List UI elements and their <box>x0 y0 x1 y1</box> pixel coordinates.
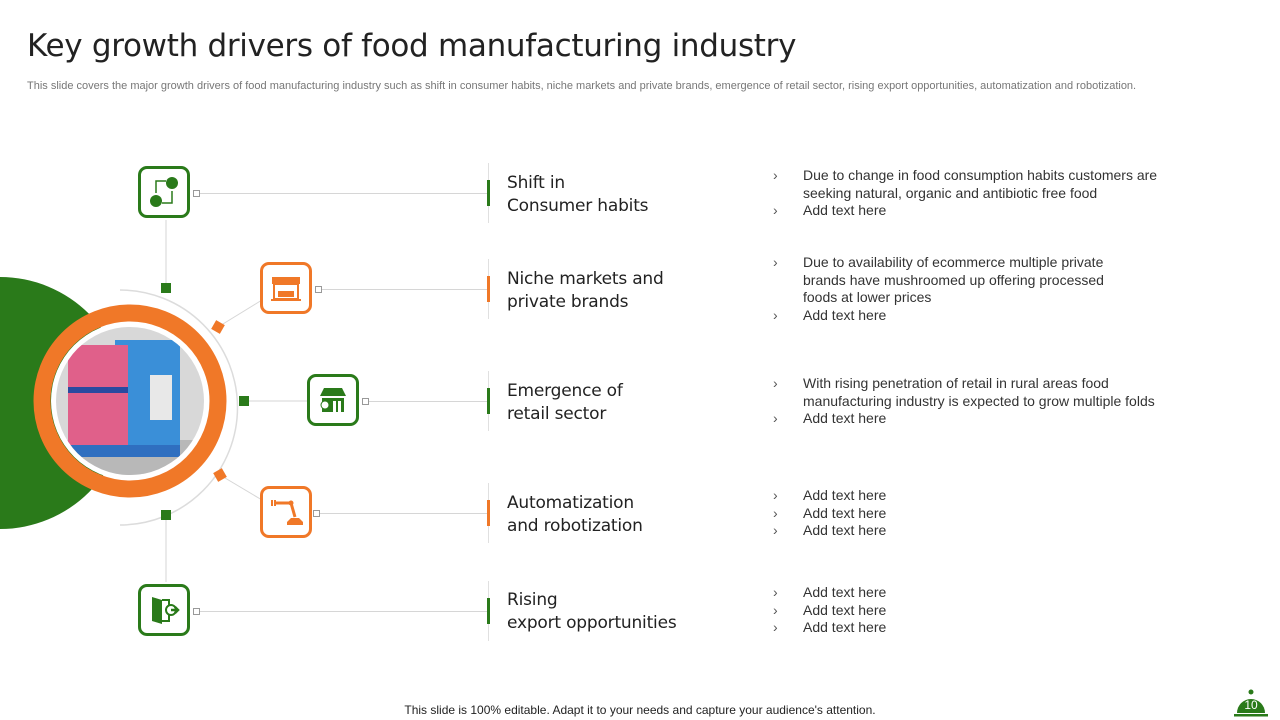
page-subtitle: This slide covers the major growth drive… <box>27 80 1137 92</box>
list-item: › Add text here <box>773 410 887 426</box>
bullet-list-2: › Due to availability of ecommerce multip… <box>773 254 1133 324</box>
list-item: › Add text here <box>773 584 887 600</box>
list-item: › Add text here <box>773 619 887 635</box>
page-title: Key growth drivers of food manufacturing… <box>27 28 797 64</box>
bullet-list-1: › Due to change in food consumption habit… <box>773 167 1173 220</box>
list-item: › Add text here <box>773 522 887 538</box>
orange-ring <box>33 304 227 498</box>
connector-dot <box>161 283 171 293</box>
robot-arm-icon <box>271 500 303 525</box>
retail-store-icon <box>320 388 346 412</box>
cloche-icon <box>1234 689 1268 717</box>
driver-icon-box-1 <box>138 166 190 218</box>
list-item: › Add text here <box>773 487 887 503</box>
list-item: › Add text here <box>773 601 887 618</box>
list-item: › Add text here <box>773 504 887 521</box>
storefront-icon <box>271 277 301 301</box>
bullet-list-5: › Add text here › Add text here › Add text … <box>773 584 1193 637</box>
connector-dot <box>161 510 171 520</box>
driver-label-3: Emergence of retail sector <box>507 381 623 424</box>
connector-dot <box>213 468 227 482</box>
page-number-badge: 10 <box>1233 688 1269 718</box>
driver-label-2: Niche markets and private brands <box>507 269 664 312</box>
connector-dot <box>239 396 249 406</box>
driver-icon-box-5 <box>138 584 190 636</box>
list-item: › Add text here <box>773 306 887 323</box>
list-item: › Due to availability of ecommerce multip… <box>773 254 1104 305</box>
driver-icon-box-4 <box>260 486 312 538</box>
footer-note: This slide is 100% editable. Adapt it to… <box>404 703 876 717</box>
list-item: › With rising penetration of retail in ru… <box>773 375 1155 409</box>
bullet-list-4: › Add text here › Add text here › Add text … <box>773 487 1193 540</box>
outer-arc <box>119 289 239 526</box>
list-item: › Due to change in food consumption habit… <box>773 167 1158 201</box>
driver-label-1: Shift in Consumer habits <box>507 173 649 216</box>
driver-label-5: Rising export opportunities <box>507 590 677 633</box>
consumer-exchange-icon <box>150 177 178 207</box>
list-item: › Add text here <box>773 202 887 218</box>
hub-graphic <box>0 220 308 582</box>
driver-icon-box-2 <box>260 262 312 314</box>
bullet-list-3: › With rising penetration of retail in ru… <box>773 375 1183 428</box>
exit-door-icon <box>152 597 180 624</box>
driver-label-4: Automatization and robotization <box>507 493 643 536</box>
connector-dot <box>211 320 225 334</box>
driver-icon-box-3 <box>307 374 359 426</box>
